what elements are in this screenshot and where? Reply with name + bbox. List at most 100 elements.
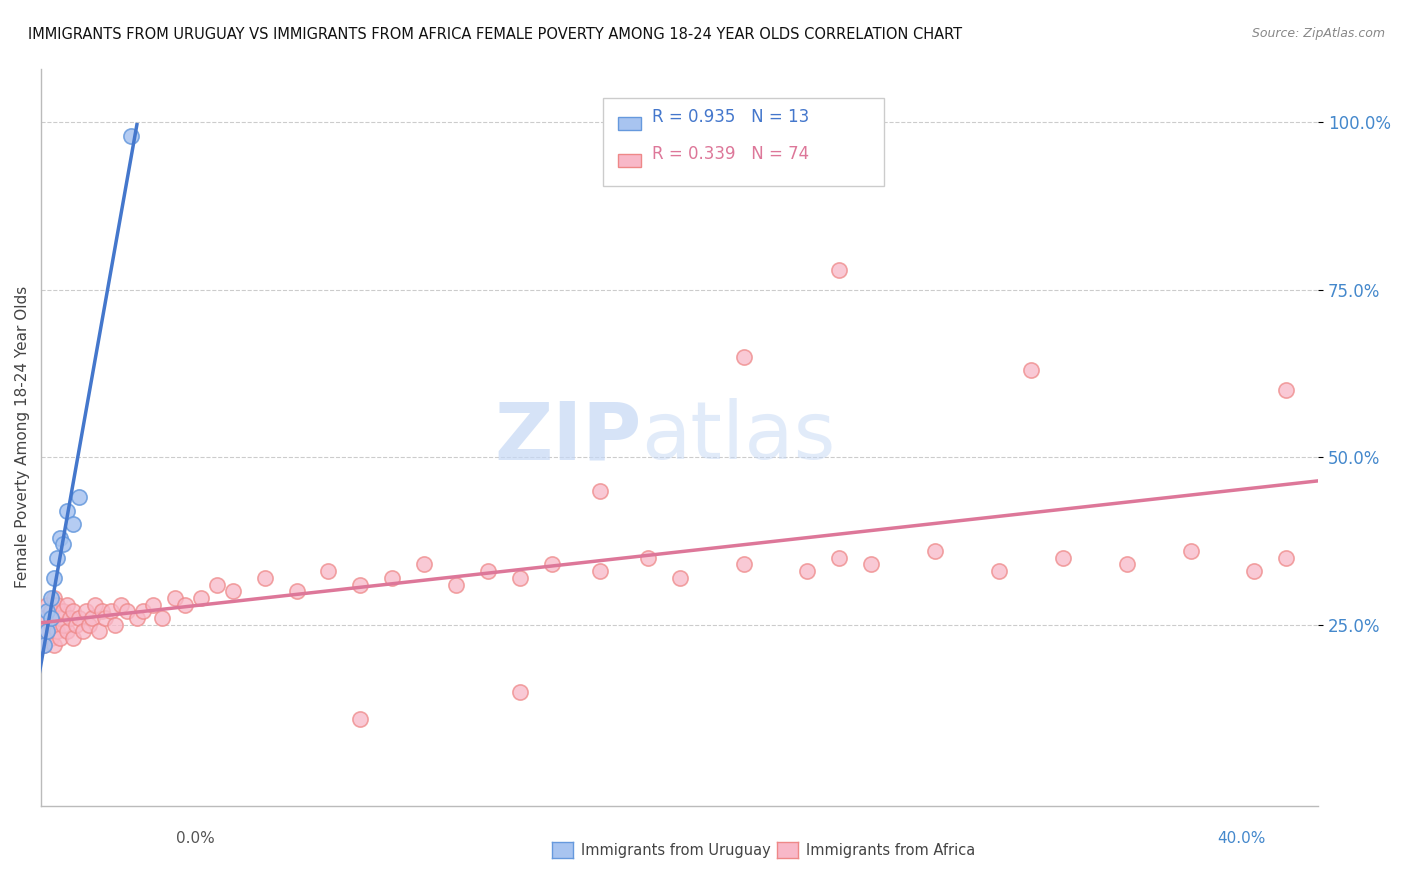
- Point: [413, 558, 436, 572]
- Point: [82, 611, 104, 625]
- Point: [37, 624, 59, 639]
- Point: [46, 598, 69, 612]
- Point: [62, 517, 84, 532]
- Point: [72, 624, 94, 639]
- Point: [37, 624, 59, 639]
- Point: [733, 558, 755, 572]
- Point: [52, 604, 75, 618]
- Point: [34, 611, 56, 625]
- Point: [318, 564, 340, 578]
- Point: [668, 571, 690, 585]
- Text: 0.0%: 0.0%: [176, 831, 215, 846]
- Point: [1019, 363, 1042, 377]
- Point: [796, 564, 818, 578]
- Text: Immigrants from Africa: Immigrants from Africa: [807, 843, 976, 857]
- Point: [46, 624, 69, 639]
- Y-axis label: Female Poverty Among 18-24 Year Olds: Female Poverty Among 18-24 Year Olds: [15, 286, 30, 588]
- Point: [55, 504, 77, 518]
- Point: [165, 591, 187, 605]
- FancyBboxPatch shape: [603, 98, 884, 186]
- Point: [152, 611, 174, 625]
- Point: [84, 598, 107, 612]
- Point: [42, 638, 65, 652]
- Point: [828, 262, 851, 277]
- Point: [39, 591, 62, 605]
- Point: [349, 577, 371, 591]
- Point: [42, 571, 65, 585]
- Point: [733, 350, 755, 364]
- Text: R = 0.339   N = 74: R = 0.339 N = 74: [651, 145, 808, 163]
- Text: Source: ZipAtlas.com: Source: ZipAtlas.com: [1251, 27, 1385, 40]
- Point: [49, 631, 72, 645]
- Point: [637, 550, 659, 565]
- Point: [173, 598, 195, 612]
- Point: [52, 537, 75, 551]
- Point: [349, 712, 371, 726]
- Point: [39, 631, 62, 645]
- Point: [55, 598, 77, 612]
- Point: [589, 483, 612, 498]
- Point: [589, 564, 612, 578]
- Point: [285, 584, 308, 599]
- Point: [75, 604, 97, 618]
- Point: [103, 617, 125, 632]
- Point: [988, 564, 1011, 578]
- Point: [142, 598, 165, 612]
- Point: [477, 564, 499, 578]
- Point: [1180, 544, 1202, 558]
- FancyBboxPatch shape: [619, 154, 641, 168]
- Point: [34, 638, 56, 652]
- Point: [39, 617, 62, 632]
- Point: [828, 550, 851, 565]
- Point: [924, 544, 946, 558]
- Point: [120, 128, 142, 143]
- Point: [509, 684, 531, 698]
- Point: [509, 571, 531, 585]
- Text: ZIP: ZIP: [494, 398, 641, 476]
- Point: [381, 571, 404, 585]
- Point: [444, 577, 467, 591]
- Point: [125, 611, 148, 625]
- Point: [59, 611, 82, 625]
- Point: [37, 598, 59, 612]
- Point: [67, 491, 90, 505]
- Point: [132, 604, 155, 618]
- Point: [55, 624, 77, 639]
- Point: [100, 604, 122, 618]
- Point: [65, 617, 87, 632]
- Point: [117, 604, 139, 618]
- Point: [1275, 550, 1298, 565]
- Point: [860, 558, 883, 572]
- Point: [1275, 383, 1298, 397]
- Point: [90, 604, 112, 618]
- Point: [49, 531, 72, 545]
- Text: IMMIGRANTS FROM URUGUAY VS IMMIGRANTS FROM AFRICA FEMALE POVERTY AMONG 18-24 YEA: IMMIGRANTS FROM URUGUAY VS IMMIGRANTS FR…: [28, 27, 962, 42]
- Point: [37, 604, 59, 618]
- Point: [221, 584, 243, 599]
- Point: [46, 550, 69, 565]
- Point: [39, 611, 62, 625]
- Point: [52, 617, 75, 632]
- Point: [42, 591, 65, 605]
- Text: atlas: atlas: [641, 398, 835, 476]
- Point: [39, 604, 62, 618]
- Point: [62, 604, 84, 618]
- Point: [77, 617, 100, 632]
- Text: R = 0.935   N = 13: R = 0.935 N = 13: [651, 108, 808, 127]
- Text: 40.0%: 40.0%: [1218, 831, 1265, 846]
- Point: [49, 611, 72, 625]
- Point: [67, 611, 90, 625]
- Point: [1115, 558, 1137, 572]
- Point: [34, 638, 56, 652]
- Point: [205, 577, 228, 591]
- Point: [541, 558, 564, 572]
- Point: [190, 591, 212, 605]
- Point: [1243, 564, 1265, 578]
- Point: [110, 598, 132, 612]
- Point: [87, 624, 110, 639]
- Point: [1052, 550, 1074, 565]
- Point: [94, 611, 117, 625]
- FancyBboxPatch shape: [619, 117, 641, 130]
- Point: [253, 571, 276, 585]
- Text: Immigrants from Uruguay: Immigrants from Uruguay: [582, 843, 770, 857]
